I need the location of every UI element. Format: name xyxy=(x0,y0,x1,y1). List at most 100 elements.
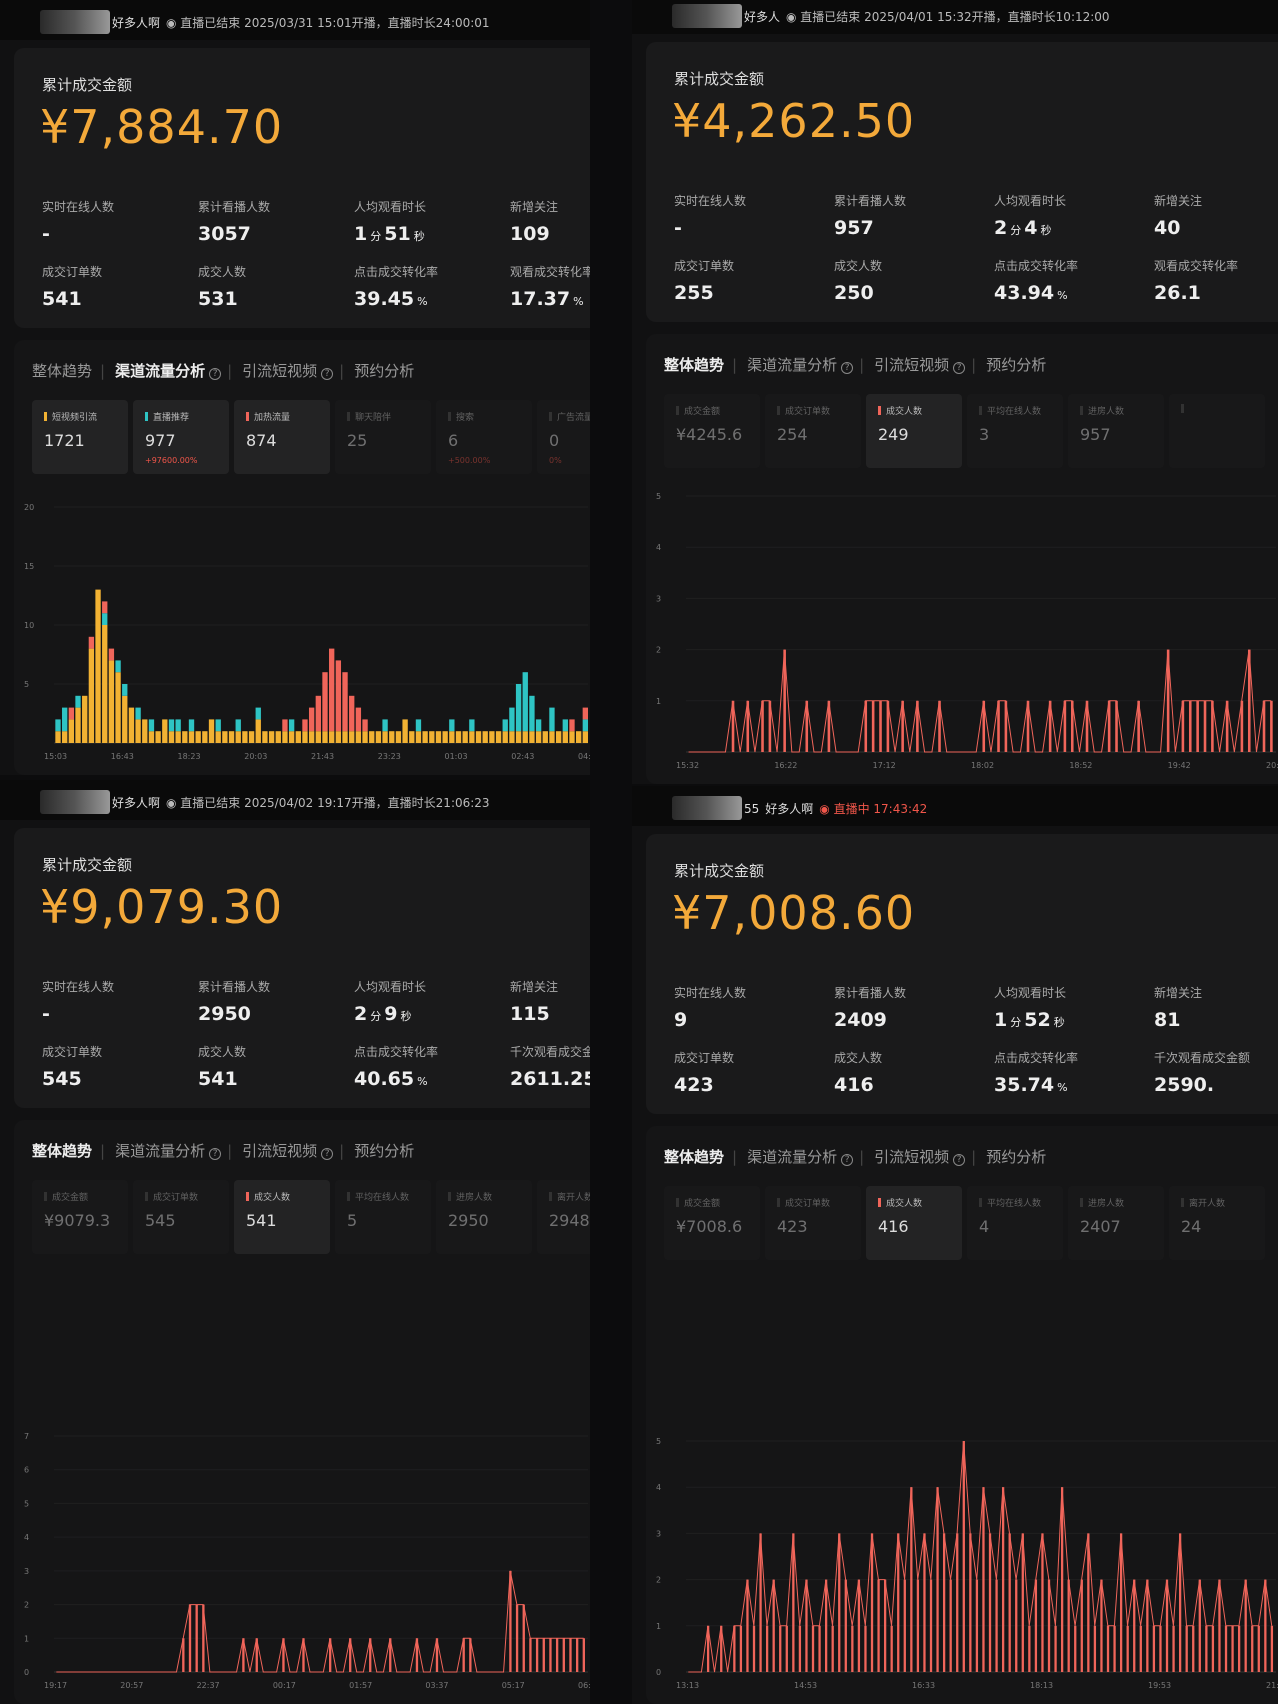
bar-1 xyxy=(549,1638,552,1672)
metric: 人均观看时长 2 分 4 秒 xyxy=(994,192,1154,239)
bar-1 xyxy=(1225,700,1229,752)
help-icon[interactable]: ? xyxy=(209,368,222,380)
streamer-name[interactable]: 好多人 xyxy=(744,10,781,24)
metric-tile[interactable]: 成交金额 ¥9079.3 xyxy=(32,1180,128,1254)
help-icon[interactable]: ? xyxy=(209,1148,222,1160)
series-color-marker xyxy=(448,412,451,421)
streamer-name[interactable]: 好多人啊 xyxy=(112,16,161,30)
tab[interactable]: 渠道流量分析 xyxy=(115,362,206,380)
value: 9 xyxy=(674,1009,688,1031)
bar-1 xyxy=(202,731,208,743)
tab[interactable]: 整体趋势 xyxy=(32,1142,93,1160)
y-tick-label: 15 xyxy=(24,562,34,571)
metric-selector: 成交金额 ¥9079.3 成交订单数 545 成交人数 541 平均在线人数 5 进房人数 295… xyxy=(32,1180,590,1254)
unit: 秒 xyxy=(1040,224,1052,237)
bar-1 xyxy=(315,731,321,743)
bar-1 xyxy=(215,731,221,743)
tab[interactable]: 预约分析 xyxy=(986,356,1047,374)
metric-tile[interactable]: 短视频引流 1721 xyxy=(32,400,128,474)
streamer-name[interactable]: 好多人啊 xyxy=(112,796,161,810)
bar-1 xyxy=(435,731,442,743)
metric-tile[interactable]: 进房人数 2407 xyxy=(1068,1186,1164,1260)
metric-tile[interactable]: 离开人数 2948 xyxy=(537,1180,590,1254)
bar-1 xyxy=(195,1604,198,1672)
metric-tile[interactable]: 进房人数 2950 xyxy=(436,1180,532,1254)
metric-tile[interactable]: 聊天陪伴 25 xyxy=(335,400,431,474)
help-icon[interactable]: ? xyxy=(953,362,966,374)
y-tick-label: 3 xyxy=(24,1567,29,1576)
bar-2 xyxy=(449,719,455,732)
tile-label-text: 进房人数 xyxy=(456,1193,493,1203)
metric-tile[interactable]: 平均在线人数 4 xyxy=(967,1186,1063,1260)
value: 52 xyxy=(1024,1009,1051,1031)
help-icon[interactable]: ? xyxy=(321,1148,334,1160)
tile-label-text: 平均在线人数 xyxy=(355,1193,410,1203)
bar-1 xyxy=(1198,1579,1201,1672)
help-icon[interactable]: ? xyxy=(953,1154,966,1166)
bar-1 xyxy=(1001,1487,1005,1672)
tab[interactable]: 整体趋势 xyxy=(664,356,725,374)
metric-value: 545 xyxy=(42,1068,202,1090)
tab-bar: 整体趋势 | 渠道流量分析? | 引流短视频? | 预约分析 xyxy=(32,1140,422,1161)
tab[interactable]: 渠道流量分析 xyxy=(747,1148,838,1166)
bar-1 xyxy=(148,731,155,743)
tab[interactable]: 引流短视频 xyxy=(874,356,950,374)
bar-1 xyxy=(342,731,348,743)
metric-tile[interactable]: 成交金额 ¥7008.6 xyxy=(664,1186,760,1260)
unit: 分 xyxy=(370,1010,382,1023)
y-tick-label: 1 xyxy=(24,1634,29,1643)
metric-value: 255 xyxy=(674,282,834,304)
bar-3 xyxy=(68,707,75,720)
bar-1 xyxy=(389,1638,392,1672)
tile-label-text: 成交人数 xyxy=(254,1193,291,1203)
metric-tile[interactable] xyxy=(1169,394,1265,468)
metric-tile[interactable]: 成交人数 249 xyxy=(866,394,962,468)
bar-1 xyxy=(435,1638,439,1672)
bar-2 xyxy=(122,684,128,696)
bar-1 xyxy=(222,731,228,743)
help-icon[interactable]: ? xyxy=(841,1154,854,1166)
x-tick-label: 17:12 xyxy=(873,761,896,770)
metric-tile[interactable]: 平均在线人数 5 xyxy=(335,1180,431,1254)
tab[interactable]: 预约分析 xyxy=(354,1142,415,1160)
bar-1 xyxy=(502,731,508,743)
metric-tile[interactable]: 搜索 6 +500.00% xyxy=(436,400,532,474)
tab[interactable]: 预约分析 xyxy=(986,1148,1047,1166)
metric-tile[interactable]: 成交人数 416 xyxy=(866,1186,962,1260)
tab[interactable]: 整体趋势 xyxy=(664,1148,725,1166)
tab[interactable]: 引流短视频 xyxy=(242,1142,318,1160)
help-icon[interactable]: ? xyxy=(841,362,854,374)
bar-2 xyxy=(55,719,61,732)
metric-tile[interactable]: 成交金额 ¥4245.6 xyxy=(664,394,760,468)
bar-2 xyxy=(75,695,81,708)
metric-tile[interactable]: 离开人数 24 xyxy=(1169,1186,1265,1260)
help-icon[interactable]: ? xyxy=(321,368,334,380)
tab[interactable]: 引流短视频 xyxy=(874,1148,950,1166)
metric-tile[interactable]: 直播推荐 977 +97600.00% xyxy=(133,400,229,474)
tab[interactable]: 渠道流量分析 xyxy=(747,356,838,374)
metric-tile[interactable]: 进房人数 957 xyxy=(1068,394,1164,468)
tab[interactable]: 预约分析 xyxy=(354,362,415,380)
metric-tile[interactable]: 成交订单数 423 xyxy=(765,1186,861,1260)
streamer-name[interactable]: 好多人啊 xyxy=(765,802,814,816)
metric-value: 81 xyxy=(1154,1009,1278,1031)
metric-value: 416 xyxy=(834,1074,994,1096)
metric-tile[interactable]: 成交订单数 545 xyxy=(133,1180,229,1254)
metric-tile[interactable]: 加热流量 874 xyxy=(234,400,330,474)
bar-2 xyxy=(215,719,221,732)
series-color-marker xyxy=(1080,1198,1083,1207)
value: 39.45 xyxy=(354,288,415,310)
metric-tile[interactable]: 成交人数 541 xyxy=(234,1180,330,1254)
bar-3 xyxy=(315,695,321,732)
metric: 点击成交转化率 40.65% xyxy=(354,1043,514,1090)
metric-tile[interactable]: 成交订单数 254 xyxy=(765,394,861,468)
metric-label: 人均观看时长 xyxy=(994,986,1067,1000)
x-tick-label: 19:17 xyxy=(44,1681,67,1690)
metric-tile[interactable]: 平均在线人数 3 xyxy=(967,394,1063,468)
stream-status: ◉ 直播已结束 2025/04/02 19:17开播，直播时长21:06:23 xyxy=(166,796,490,810)
metric-tile[interactable]: 广告流量 0 0% xyxy=(537,400,590,474)
tab[interactable]: 引流短视频 xyxy=(242,362,318,380)
tab[interactable]: 渠道流量分析 xyxy=(115,1142,206,1160)
tab[interactable]: 整体趋势 xyxy=(32,362,93,380)
bar-1 xyxy=(1188,700,1192,752)
